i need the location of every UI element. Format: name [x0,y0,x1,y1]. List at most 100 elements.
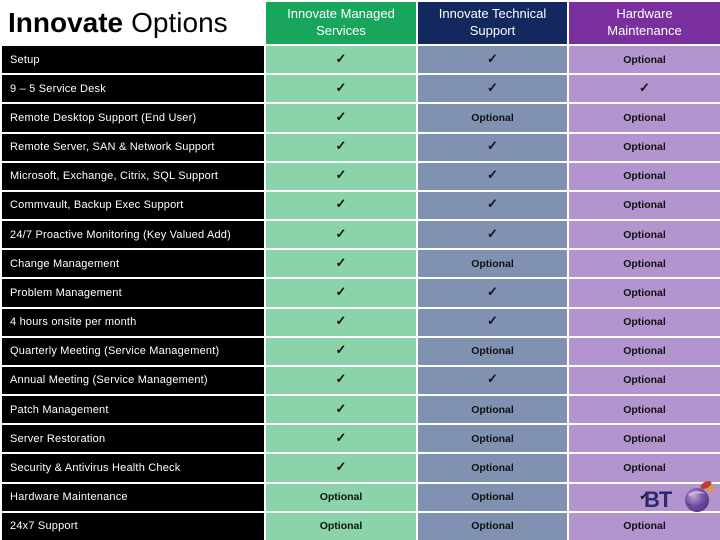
cell-optional: Optional [569,512,720,540]
check-icon: ✓ [487,225,498,241]
cell-optional: Optional [418,454,567,482]
row-label: Remote Server, SAN & Network Support [2,133,264,161]
page-title: Innovate Options [2,2,264,44]
cell-optional: Optional [418,425,567,453]
cell-included: ✓ [266,191,416,220]
check-icon: ✓ [335,79,347,95]
row-label: Server Restoration [2,425,264,453]
cell-included: ✓ [266,250,416,278]
row-label: Remote Desktop Support (End User) [2,104,264,132]
cell-included: ✓ [418,191,567,220]
row-label: Commvault, Backup Exec Support [2,191,264,220]
check-icon: ✓ [335,429,347,445]
row-label: Change Management [2,250,264,278]
cell-included: ✓ [418,279,567,307]
cell-included: ✓ [418,75,567,103]
row-label: Setup [2,46,264,74]
cell-optional: Optional [569,366,720,395]
cell-included: ✓ [266,46,416,74]
cell-included: ✓ [418,221,567,249]
cell-optional: Optional [266,483,416,511]
row-label: Hardware Maintenance [2,483,264,511]
check-icon: ✓ [335,400,347,416]
cell-optional: Optional [569,133,720,161]
cell-included: ✓ [266,425,416,453]
cell-optional: Optional [418,483,567,511]
row-label: Quarterly Meeting (Service Management) [2,337,264,365]
cell-included: ✓ [266,396,416,424]
page-title-regular: Options [131,7,228,38]
cell-included: ✓ [418,133,567,161]
check-icon: ✓ [335,167,347,183]
cell-included: ✓ [418,46,567,74]
cell-optional: Optional [569,425,720,453]
check-icon: ✓ [487,371,498,387]
cell-optional: Optional [569,104,720,132]
row-label: Microsoft, Exchange, Citrix, SQL Support [2,162,264,190]
check-icon: ✓ [335,313,347,329]
check-icon: ✓ [335,254,347,270]
column-header-managed-services: Innovate Managed Services [266,2,416,44]
cell-optional: Optional [418,250,567,278]
cell-included: ✓ [266,366,416,395]
check-icon: ✓ [335,342,347,358]
cell-included: ✓ [266,308,416,336]
check-icon: ✓ [487,196,498,212]
check-icon: ✓ [335,371,347,387]
cell-included: ✓ [569,75,720,103]
check-icon: ✓ [639,488,650,504]
cell-included: ✓ [266,133,416,161]
check-icon: ✓ [487,138,498,154]
cell-optional: Optional [418,337,567,365]
cell-optional: Optional [569,454,720,482]
cell-optional: Optional [569,221,720,249]
cell-optional: Optional [569,46,720,74]
check-icon: ✓ [487,79,498,95]
cell-included: ✓ [266,454,416,482]
row-label: 24x7 Support [2,512,264,540]
cell-optional: Optional [569,250,720,278]
cell-included: ✓ [569,483,720,511]
cell-optional: Optional [418,512,567,540]
row-label: 4 hours onsite per month [2,308,264,336]
check-icon: ✓ [335,108,347,124]
row-label: 24/7 Proactive Monitoring (Key Valued Ad… [2,221,264,249]
cell-included: ✓ [266,75,416,103]
column-header-hardware-maintenance: Hardware Maintenance [569,2,720,44]
cell-optional: Optional [569,337,720,365]
row-label: Problem Management [2,279,264,307]
cell-optional: Optional [418,396,567,424]
cell-included: ✓ [266,162,416,190]
cell-optional: Optional [569,308,720,336]
cell-optional: Optional [418,104,567,132]
check-icon: ✓ [487,313,498,329]
cell-optional: Optional [266,512,416,540]
cell-included: ✓ [418,162,567,190]
check-icon: ✓ [335,458,347,474]
row-label: Annual Meeting (Service Management) [2,366,264,395]
cell-included: ✓ [266,279,416,307]
cell-included: ✓ [266,221,416,249]
check-icon: ✓ [487,283,498,299]
cell-included: ✓ [266,337,416,365]
page-title-bold: Innovate [8,7,124,38]
cell-included: ✓ [418,308,567,336]
check-icon: ✓ [487,167,498,183]
check-icon: ✓ [335,283,347,299]
cell-optional: Optional [569,279,720,307]
check-icon: ✓ [335,138,347,154]
row-label: 9 – 5 Service Desk [2,75,264,103]
check-icon: ✓ [335,225,347,241]
check-icon: ✓ [487,50,498,66]
cell-included: ✓ [418,366,567,395]
cell-optional: Optional [569,396,720,424]
cell-included: ✓ [266,104,416,132]
check-icon: ✓ [639,79,650,95]
row-label: Security & Antivirus Health Check [2,454,264,482]
column-header-technical-support: Innovate Technical Support [418,2,567,44]
check-icon: ✓ [335,196,347,212]
cell-optional: Optional [569,191,720,220]
cell-optional: Optional [569,162,720,190]
